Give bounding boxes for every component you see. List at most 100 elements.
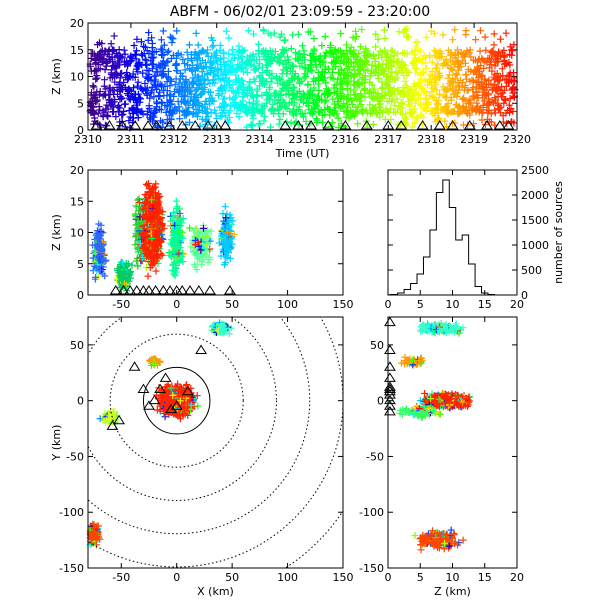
y-tick-label: 15	[70, 44, 84, 57]
source-point	[100, 82, 108, 90]
source-point	[172, 197, 180, 205]
source-point	[196, 50, 204, 58]
source-point	[274, 79, 282, 87]
source-point	[260, 117, 268, 125]
source-point	[326, 50, 334, 58]
source-point	[439, 31, 447, 39]
x-tick-label: 2313	[203, 133, 231, 146]
source-point	[481, 33, 489, 41]
x-tick-label: 2316	[331, 133, 359, 146]
source-point	[414, 90, 422, 98]
source-point	[157, 45, 165, 53]
source-point	[423, 100, 431, 108]
y-tick-label: 1000	[521, 239, 549, 252]
source-point	[426, 53, 434, 61]
source-point	[93, 96, 101, 104]
source-point	[501, 95, 509, 103]
source-point	[468, 104, 476, 112]
y-tick-label: 2500	[521, 164, 549, 177]
source-point	[251, 77, 259, 85]
source-point	[256, 60, 264, 68]
source-point	[252, 97, 260, 105]
y-tick-label: 1500	[521, 214, 549, 227]
source-point	[267, 78, 275, 86]
source-point	[98, 40, 106, 48]
source-point	[354, 120, 362, 128]
source-point	[218, 109, 226, 117]
source-point	[276, 99, 284, 107]
source-point	[485, 64, 493, 72]
x-tick-label: 2312	[160, 133, 188, 146]
source-point	[368, 62, 376, 70]
source-point	[472, 88, 480, 96]
x-tick-label: 15	[478, 298, 492, 311]
source-point	[292, 49, 300, 57]
source-point	[158, 83, 166, 91]
source-point	[401, 77, 409, 85]
source-point	[453, 46, 461, 54]
source-point	[235, 89, 243, 97]
source-point	[121, 100, 129, 108]
source-point	[455, 63, 463, 71]
source-point	[421, 59, 429, 67]
source-point	[289, 31, 297, 39]
source-point	[280, 37, 288, 45]
source-point	[502, 109, 510, 117]
source-point	[275, 110, 283, 118]
source-point	[183, 48, 191, 56]
source-point	[152, 68, 160, 76]
source-point	[207, 57, 215, 65]
y-tick-label: 0	[521, 289, 528, 302]
source-point	[150, 93, 158, 101]
source-point	[314, 92, 322, 100]
source-point	[134, 63, 142, 71]
source-point	[130, 84, 138, 92]
source-point	[241, 46, 249, 54]
source-point	[244, 109, 252, 117]
source-point	[166, 33, 174, 41]
source-point	[260, 27, 268, 35]
source-point	[300, 47, 308, 55]
y-tick-label: 20	[70, 164, 84, 177]
source-point	[157, 36, 165, 44]
source-point	[510, 69, 518, 77]
source-point	[235, 48, 243, 56]
source-point	[498, 65, 506, 73]
source-point	[282, 60, 290, 68]
source-point	[243, 123, 251, 131]
source-point	[418, 55, 426, 63]
source-point	[218, 83, 226, 91]
source-point	[232, 71, 240, 79]
figure-title: ABFM - 06/02/01 23:09:59 - 23:20:00	[170, 4, 430, 20]
source-point	[277, 76, 285, 84]
source-point	[295, 49, 303, 57]
source-point	[361, 65, 369, 73]
source-point	[294, 56, 302, 64]
source-point	[258, 108, 266, 116]
source-point	[115, 46, 123, 54]
source-point	[271, 47, 279, 55]
source-point	[94, 54, 102, 62]
source-point	[252, 56, 260, 64]
source-point	[196, 75, 204, 83]
source-point	[479, 56, 487, 64]
y-tick-label: 0	[77, 289, 84, 302]
source-point	[290, 84, 298, 92]
source-point	[118, 69, 126, 77]
source-point	[423, 81, 431, 89]
source-point	[216, 41, 224, 49]
source-point	[434, 99, 442, 107]
source-point	[275, 120, 283, 128]
source-point	[119, 110, 127, 118]
station-marker	[130, 285, 143, 295]
source-point	[110, 71, 118, 79]
source-point	[428, 88, 436, 96]
source-point	[349, 63, 357, 71]
source-point	[352, 27, 360, 35]
source-point	[272, 73, 280, 81]
source-point	[101, 76, 109, 84]
source-point	[489, 86, 497, 94]
source-point	[152, 267, 160, 275]
source-point	[239, 68, 247, 76]
source-point	[483, 59, 491, 67]
